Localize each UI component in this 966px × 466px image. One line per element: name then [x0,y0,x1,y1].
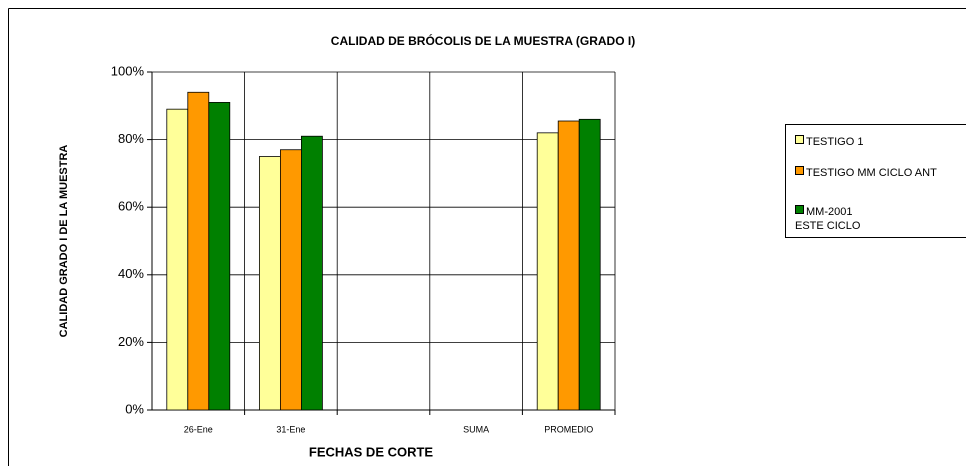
bar [536,132,559,411]
x-tick-label: PROMEDIO [544,424,593,434]
chart-title: CALIDAD DE BRÓCOLIS DE LA MUESTRA (GRADO… [331,33,635,48]
legend-swatch [795,166,804,175]
bar [208,102,231,411]
y-tick-label: 60% [118,199,144,214]
legend-item: TESTIGO 1 [795,135,863,149]
legend-item: MM-2001 ESTE CICLO [795,205,860,233]
x-tick-label: 26-Ene [184,424,213,434]
bar [166,108,189,411]
y-tick-label: 0% [125,401,144,416]
bar [258,156,281,411]
x-axis-label: FECHAS DE CORTE [309,444,434,459]
legend-label: MM-2001 ESTE CICLO [795,206,861,232]
legend-label: TESTIGO 1 [806,136,864,148]
y-tick-label: 40% [118,266,144,281]
bar [557,120,580,411]
bar [279,149,302,411]
y-tick-label: 100% [111,63,145,78]
legend-swatch [795,205,804,214]
x-tick-label: 31-Ene [276,424,305,434]
bar [187,91,210,411]
y-tick-label: 80% [118,131,144,146]
bar [300,135,323,411]
legend: TESTIGO 1 TESTIGO MM CICLO ANT MM-2001 EST… [785,124,966,238]
legend-item: TESTIGO MM CICLO ANT [795,166,937,180]
legend-swatch [795,135,804,144]
x-tick-label: SUMA [463,424,489,434]
y-tick-label: 20% [118,334,144,349]
bar [578,118,601,411]
y-axis-label: CALIDAD GRADO I DE LA MUESTRA [58,145,70,338]
legend-label: TESTIGO MM CICLO ANT [806,167,937,179]
